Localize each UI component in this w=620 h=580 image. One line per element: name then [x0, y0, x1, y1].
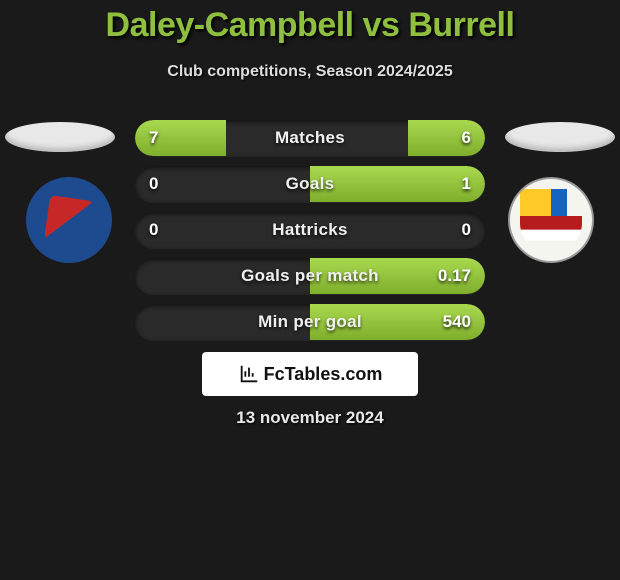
branding-card: FcTables.com — [202, 352, 418, 396]
stat-label: Goals — [135, 166, 485, 202]
stat-value-right: 0 — [462, 212, 471, 248]
stat-label: Hattricks — [135, 212, 485, 248]
player-left-avatar — [5, 122, 115, 152]
subtitle: Club competitions, Season 2024/2025 — [0, 63, 620, 81]
stat-value-right: 1 — [462, 166, 471, 202]
stat-row: 0Hattricks0 — [135, 212, 485, 248]
stat-value-right: 0.17 — [438, 258, 471, 294]
stat-label: Goals per match — [135, 258, 485, 294]
page-title: Daley-Campbell vs Burrell — [0, 0, 620, 45]
stat-row: Min per goal540 — [135, 304, 485, 340]
stats-container: 7Matches60Goals10Hattricks0Goals per mat… — [135, 120, 485, 350]
club-badge-left — [26, 177, 112, 263]
date-text: 13 november 2024 — [0, 408, 620, 428]
stat-value-right: 540 — [443, 304, 471, 340]
stat-row: Goals per match0.17 — [135, 258, 485, 294]
stat-label: Matches — [135, 120, 485, 156]
stat-value-right: 6 — [462, 120, 471, 156]
branding-text: FcTables.com — [264, 364, 383, 385]
stat-row: 7Matches6 — [135, 120, 485, 156]
stat-row: 0Goals1 — [135, 166, 485, 202]
chart-icon — [238, 363, 260, 385]
player-right-avatar — [505, 122, 615, 152]
stat-label: Min per goal — [135, 304, 485, 340]
club-badge-right — [508, 177, 594, 263]
